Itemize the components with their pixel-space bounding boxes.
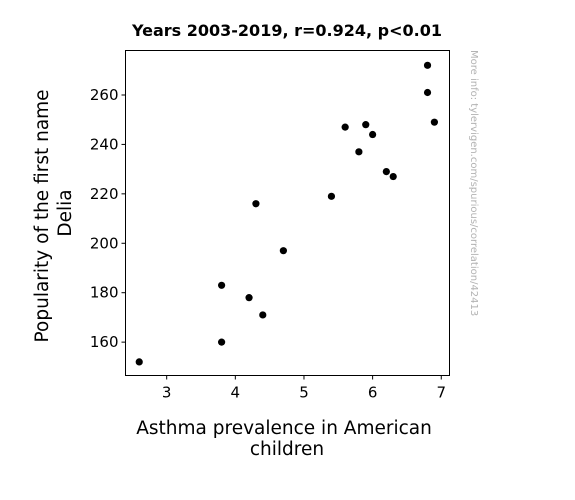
data-point xyxy=(382,168,390,176)
y-tick-label: 240 xyxy=(90,135,119,153)
data-point xyxy=(430,118,438,126)
data-point xyxy=(355,148,363,156)
x-axis-label: Asthma prevalence in American children xyxy=(136,418,437,460)
y-axis-label: Popularity of the first name Delia xyxy=(32,84,76,343)
chart-title: Years 2003-2019, r=0.924, p<0.01 xyxy=(131,21,442,40)
x-axis-label-line-1: Asthma prevalence in American xyxy=(136,418,432,439)
x-tick-label: 4 xyxy=(231,384,241,402)
y-tick-label: 220 xyxy=(90,185,119,203)
data-point xyxy=(218,281,226,289)
y-axis-label-line-1: Popularity of the first name xyxy=(32,89,53,342)
x-tick-label: 3 xyxy=(162,384,172,402)
data-point xyxy=(389,172,397,181)
data-point xyxy=(252,200,260,208)
data-point xyxy=(369,130,377,139)
data-point xyxy=(341,123,349,131)
x-axis-label-line-2: children xyxy=(250,439,324,460)
data-point xyxy=(245,294,253,302)
plot-area xyxy=(125,50,450,376)
y-tick-label: 200 xyxy=(90,234,119,252)
data-point xyxy=(362,121,370,129)
data-point xyxy=(423,61,432,69)
data-point xyxy=(135,358,143,366)
y-tick-label: 260 xyxy=(90,86,119,104)
y-axis-label-line-2: Delia xyxy=(55,189,76,236)
data-point xyxy=(279,247,287,255)
data-point xyxy=(327,192,336,200)
data-point xyxy=(423,88,432,97)
data-points xyxy=(135,61,438,366)
y-tick-label: 180 xyxy=(90,284,119,302)
x-axis: 3 4 5 6 7 xyxy=(162,375,446,402)
y-tick-label: 160 xyxy=(90,333,119,351)
data-point xyxy=(259,311,267,319)
watermark-text: More info: tylervigen.com/spurious/corre… xyxy=(468,50,479,316)
x-tick-label: 7 xyxy=(436,384,446,402)
y-axis: 160 180 200 220 240 260 xyxy=(90,86,126,351)
x-tick-label: 5 xyxy=(299,384,309,402)
x-tick-label: 6 xyxy=(368,384,378,402)
data-point xyxy=(218,338,226,346)
